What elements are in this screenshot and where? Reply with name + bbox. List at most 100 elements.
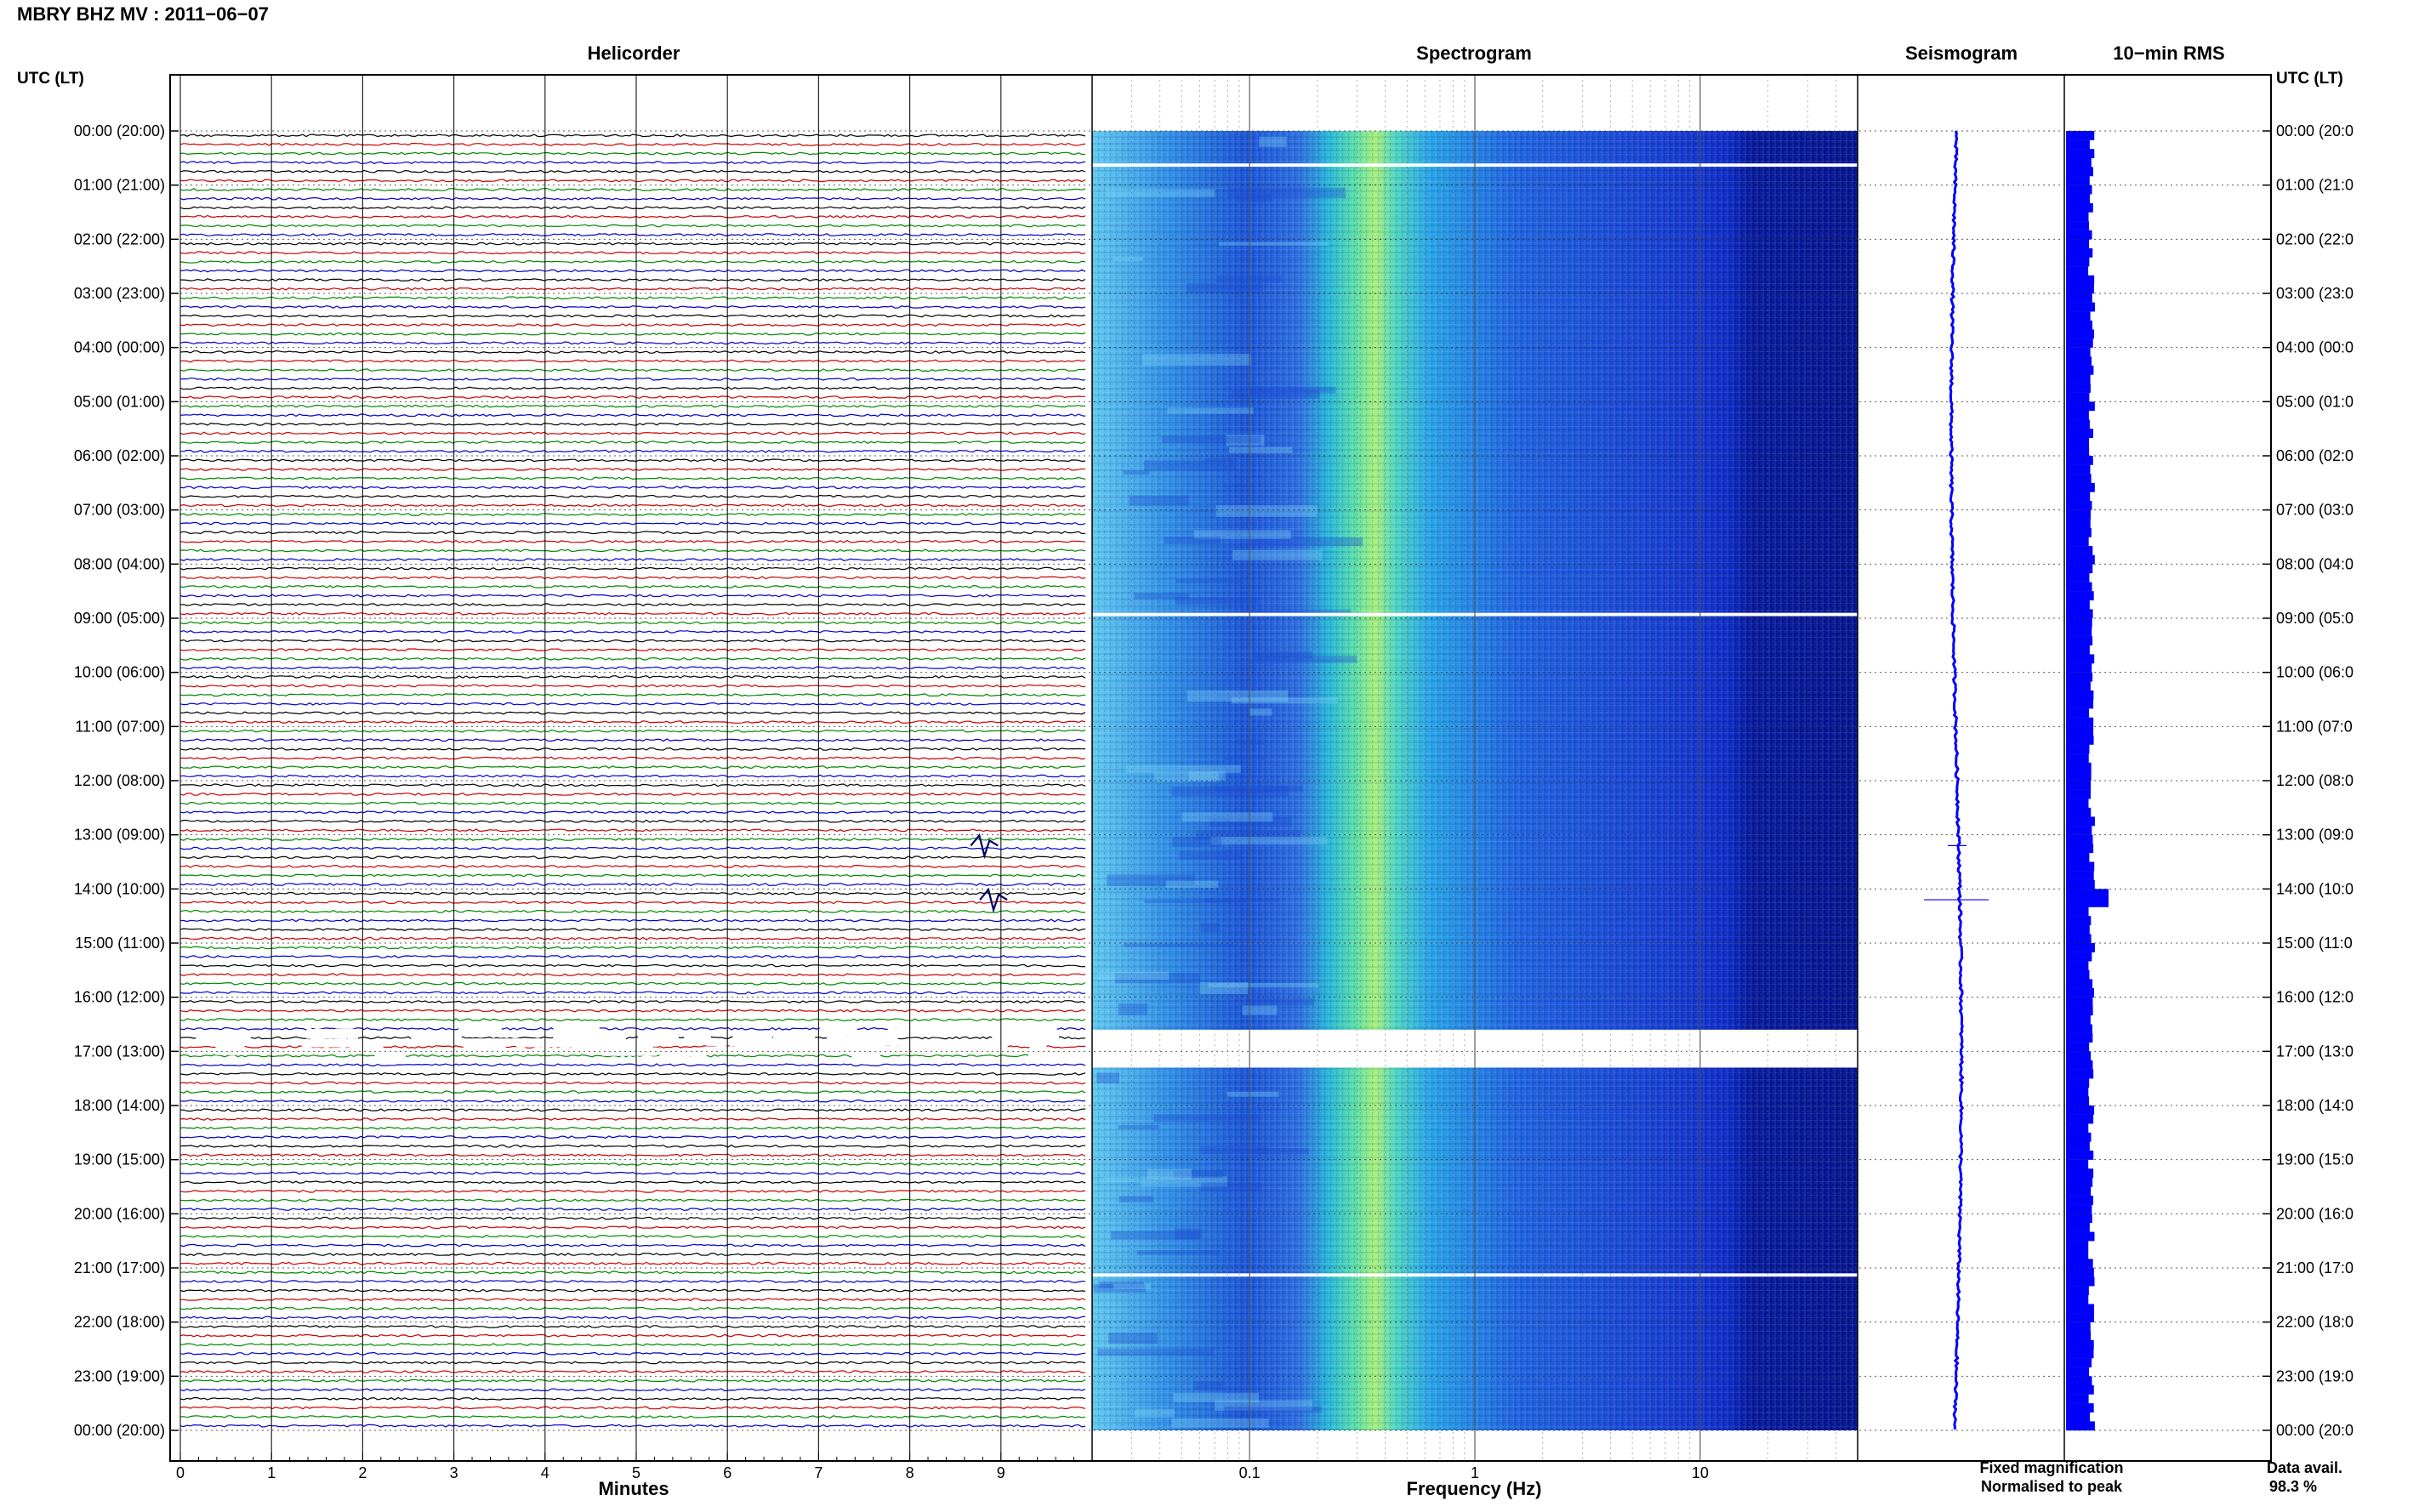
rms-bar: [2066, 1349, 2094, 1359]
data-avail-label: Data avail.: [2267, 1459, 2342, 1476]
helicorder-trace: [179, 711, 1086, 715]
time-tick-label-right: 00:00 (20:0: [2276, 122, 2354, 139]
rms-bar: [2066, 1276, 2095, 1287]
helicorder-trace: [179, 1306, 1086, 1310]
spectrogram-cell: [1249, 708, 1272, 716]
helicorder-trace: [179, 702, 1086, 706]
helicorder-gap: [306, 1029, 358, 1039]
rms-bar: [2066, 654, 2095, 664]
helicorder-gap: [922, 1026, 980, 1032]
time-tick-label-right: 05:00 (01:0: [2276, 393, 2354, 410]
helicorder-trace: [180, 918, 1086, 923]
helicorder-tick-label: 4: [541, 1464, 549, 1481]
rms-bar: [2066, 924, 2090, 935]
helicorder-trace: [179, 1388, 1086, 1392]
helicorder-trace: [179, 720, 1086, 724]
time-tick-label-right: 13:00 (09:0: [2276, 827, 2354, 844]
helicorder-trace: [179, 214, 1086, 219]
rms-bar: [2066, 347, 2091, 357]
rms-bar: [2066, 681, 2091, 691]
rms-bar: [2066, 826, 2092, 835]
helicorder-trace: [179, 251, 1086, 255]
helicorder-gap: [887, 1027, 936, 1037]
spectrogram-cell: [1209, 817, 1292, 827]
helicorder-trace: [179, 1108, 1086, 1112]
spectrogram-cell: [1147, 1168, 1192, 1180]
helicorder-tick-label: 8: [906, 1464, 914, 1481]
time-tick-label-left: 05:00 (01:00): [74, 393, 165, 410]
rms-bar: [2066, 546, 2093, 555]
helicorder-trace: [179, 838, 1086, 841]
spectrogram-cell: [1204, 898, 1280, 903]
spectrogram-tick-label: 10: [1692, 1464, 1709, 1481]
helicorder-trace: [179, 629, 1086, 634]
helicorder-trace: [179, 909, 1086, 913]
spectrogram-cell: [1173, 1393, 1260, 1402]
spectrogram-cell: [1108, 1333, 1158, 1344]
time-axis-label-right: UTC (LT): [2276, 70, 2343, 88]
helicorder-gap: [659, 1049, 707, 1057]
helicorder-trace: [179, 341, 1086, 345]
rms-bar: [2066, 284, 2094, 294]
spectrogram-cell: [1242, 1005, 1278, 1015]
helicorder-trace: [179, 883, 1086, 886]
rms-bar: [2066, 212, 2089, 222]
helicorder-trace: [179, 810, 1086, 815]
spectrogram-cell: [1141, 354, 1251, 366]
time-tick-label-right: 20:00 (16:0: [2276, 1205, 2354, 1222]
rms-bar: [2066, 230, 2092, 240]
rms-bar: [2066, 1331, 2092, 1341]
helicorder-trace: [179, 1288, 1086, 1293]
rms-bar: [2066, 257, 2090, 267]
rms-bar: [2066, 1078, 2090, 1088]
rms-bar: [2066, 149, 2095, 159]
helicorder-trace: [179, 566, 1086, 571]
rms-bar: [2066, 221, 2089, 230]
helicorder-event: [970, 833, 999, 860]
rms-bar: [2066, 799, 2089, 809]
rms-bar: [2066, 979, 2093, 989]
helicorder-trace: [179, 603, 1086, 607]
time-tick-label-right: 06:00 (02:0: [2276, 447, 2354, 464]
helicorder-trace: [179, 513, 1086, 516]
helicorder-trace: [179, 792, 1086, 796]
helicorder-trace: [179, 1000, 1086, 1003]
rms-bar: [2066, 365, 2094, 375]
spectrogram-cell: [1129, 495, 1189, 506]
helicorder-trace: [179, 467, 1086, 471]
helicorder-trace: [179, 747, 1086, 751]
helicorder-trace: [179, 386, 1086, 390]
rms-bar: [2066, 1286, 2089, 1296]
helicorder-trace: [179, 494, 1086, 498]
helicorder-gap: [458, 1038, 526, 1046]
spectrogram-cell: [1227, 1091, 1279, 1097]
time-tick-label-right: 18:00 (14:0: [2276, 1097, 2354, 1114]
time-tick-label-left: 01:00 (21:00): [74, 177, 165, 194]
helicorder-trace: [179, 1117, 1086, 1121]
spectrogram-title: Spectrogram: [1416, 43, 1532, 64]
spectrogram-cell: [1214, 785, 1303, 792]
time-tick-label-left: 22:00 (18:00): [74, 1314, 165, 1331]
helicorder-tick-label: 2: [358, 1464, 367, 1481]
spectrogram-cell: [1215, 505, 1318, 517]
helicorder-trace: [179, 819, 1086, 823]
spectrogram-cell: [1171, 1418, 1269, 1428]
time-tick-label-right: 12:00 (08:0: [2276, 772, 2354, 789]
helicorder-trace: [179, 531, 1086, 535]
time-tick-label-left: 11:00 (07:00): [75, 718, 165, 735]
rms-bar: [2066, 753, 2089, 763]
helicorder-tick-label: 0: [176, 1464, 185, 1481]
helicorder-trace: [179, 1343, 1086, 1347]
rms-bar: [2066, 969, 2090, 980]
spectrogram-cell: [1154, 772, 1219, 782]
helicorder-gap: [411, 1036, 462, 1043]
helicorder-trace: [179, 1333, 1086, 1338]
helicorder-trace: [179, 639, 1086, 643]
helicorder-trace: [180, 1261, 1086, 1265]
helicorder-gap: [772, 1032, 791, 1039]
rms-bar: [2066, 988, 2095, 998]
helicorder-trace: [179, 1415, 1086, 1419]
helicorder-trace: [179, 458, 1086, 463]
rms-bar: [2066, 1222, 2090, 1232]
helicorder-trace: [179, 161, 1086, 165]
